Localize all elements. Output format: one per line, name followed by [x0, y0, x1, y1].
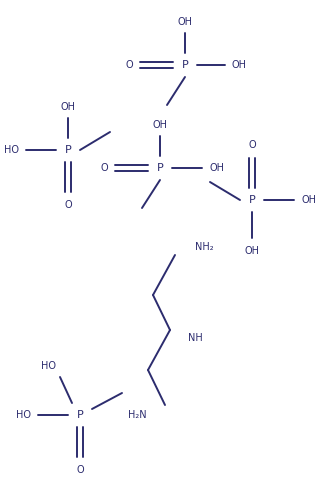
Text: O: O: [125, 60, 133, 70]
Text: O: O: [64, 200, 72, 210]
Text: HO: HO: [4, 145, 19, 155]
Text: OH: OH: [60, 102, 76, 112]
Text: OH: OH: [301, 195, 315, 205]
Text: O: O: [100, 163, 108, 173]
Text: OH: OH: [209, 163, 224, 173]
Text: OH: OH: [152, 120, 168, 130]
Text: HO: HO: [41, 361, 56, 371]
Text: NH₂: NH₂: [195, 242, 214, 252]
Text: HO: HO: [16, 410, 31, 420]
Text: H₂N: H₂N: [129, 410, 147, 420]
Text: P: P: [157, 163, 163, 173]
Text: P: P: [182, 60, 188, 70]
Text: O: O: [76, 465, 84, 475]
Text: NH: NH: [188, 333, 203, 343]
Text: OH: OH: [244, 246, 260, 256]
Text: P: P: [249, 195, 255, 205]
Text: OH: OH: [177, 17, 192, 27]
Text: O: O: [248, 140, 256, 150]
Text: P: P: [65, 145, 72, 155]
Text: OH: OH: [232, 60, 247, 70]
Text: P: P: [77, 410, 83, 420]
